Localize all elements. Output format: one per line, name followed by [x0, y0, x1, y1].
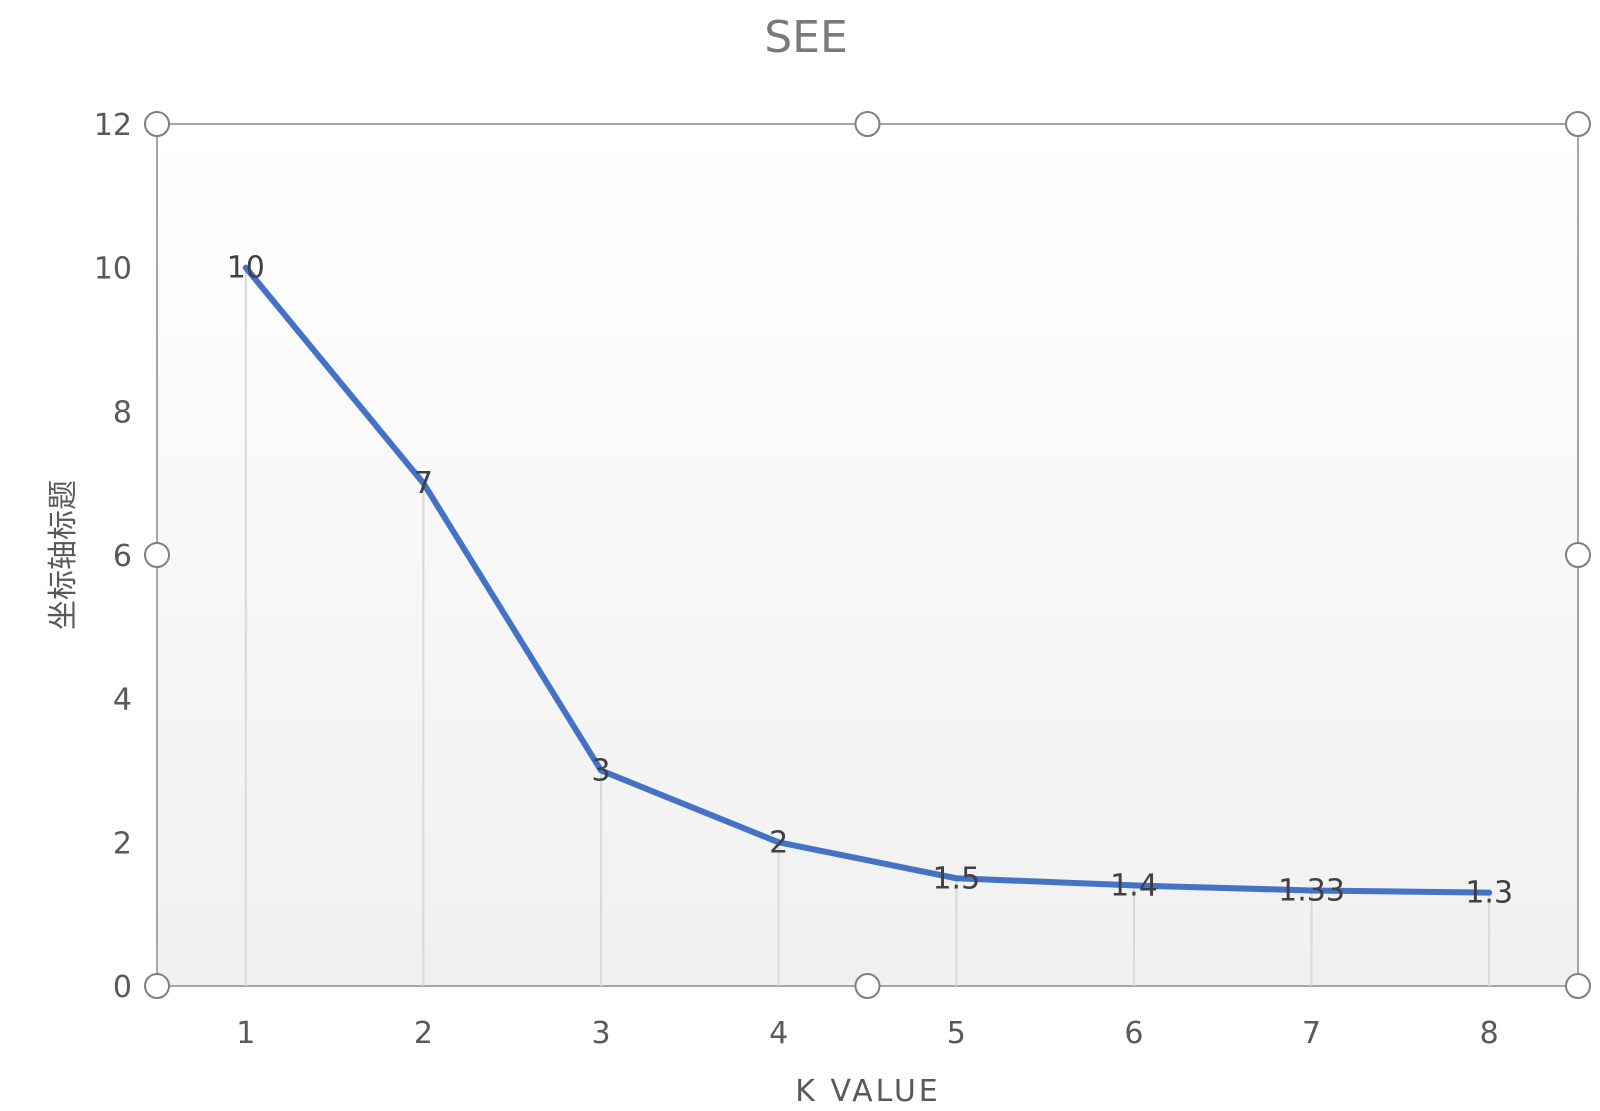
y-tick-label: 0: [113, 970, 132, 1005]
x-tick-label: 4: [769, 1016, 788, 1051]
resize-handle[interactable]: [854, 111, 881, 137]
data-label: 1.5: [932, 861, 980, 896]
y-tick-label: 10: [94, 252, 132, 287]
data-label: 10: [227, 251, 265, 286]
x-tick-label: 1: [236, 1016, 255, 1051]
data-label: 1.33: [1278, 873, 1345, 908]
y-axis-ticks: 0 2 4 6 8 10 12: [94, 108, 132, 1005]
resize-handle[interactable]: [144, 973, 170, 999]
x-tick-label: 6: [1124, 1016, 1143, 1051]
resize-handle[interactable]: [1565, 111, 1591, 137]
y-tick-label: 12: [94, 108, 132, 143]
data-label: 1.3: [1465, 876, 1513, 911]
x-tick-label: 7: [1302, 1016, 1321, 1051]
data-labels: 10 7 3 2 1.5 1.4 1.33 1.3: [227, 251, 1513, 911]
resize-handle[interactable]: [144, 542, 170, 568]
resize-handle[interactable]: [854, 973, 881, 999]
x-tick-label: 2: [414, 1016, 433, 1051]
resize-handle[interactable]: [1565, 973, 1591, 999]
data-label: 7: [414, 466, 433, 501]
data-label: 2: [769, 825, 788, 860]
x-tick-label: 8: [1480, 1016, 1499, 1051]
resize-handle[interactable]: [1565, 542, 1591, 568]
y-tick-label: 8: [113, 395, 132, 430]
x-axis-title: K VALUE: [795, 1074, 940, 1109]
plot-area[interactable]: [156, 123, 1579, 987]
selection-handles[interactable]: [144, 111, 1591, 999]
series-line: [242, 264, 1493, 896]
y-tick-label: 2: [113, 826, 132, 861]
y-tick-label: 4: [113, 683, 132, 718]
drop-lines: [244, 267, 1491, 986]
resize-handle[interactable]: [144, 111, 170, 137]
data-label: 1.4: [1110, 868, 1158, 903]
chart-title: SEE: [764, 12, 848, 63]
data-label: 3: [592, 754, 611, 789]
x-tick-label: 3: [592, 1016, 611, 1051]
y-tick-label: 6: [113, 539, 132, 574]
x-axis-ticks: 1 2 3 4 5 6 7 8: [236, 1016, 1498, 1051]
y-axis-title: 坐标轴标题: [46, 480, 81, 630]
x-tick-label: 5: [947, 1016, 966, 1051]
